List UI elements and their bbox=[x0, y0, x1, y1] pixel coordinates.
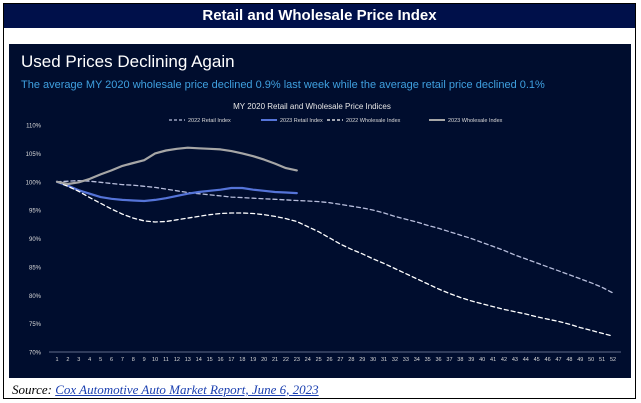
chart-series bbox=[55, 146, 614, 337]
line-chart: MY 2020 Retail and Wholesale Price Indic… bbox=[26, 102, 621, 363]
x-tick-label: 5 bbox=[99, 357, 102, 363]
x-tick-label: 7 bbox=[121, 357, 124, 363]
legend-label: 2023 Retail Index bbox=[280, 118, 323, 124]
x-tick-label: 14 bbox=[196, 357, 202, 363]
series-line-2023-wholesale-index bbox=[55, 146, 298, 186]
x-tick-label: 18 bbox=[239, 357, 245, 363]
source-line: Source: Cox Automotive Auto Market Repor… bbox=[12, 382, 319, 398]
x-tick-label: 30 bbox=[370, 357, 376, 363]
series-line-2022-wholesale-index bbox=[56, 181, 614, 337]
x-tick-label: 34 bbox=[414, 357, 420, 363]
y-tick-label: 70% bbox=[29, 351, 42, 357]
x-tick-label: 20 bbox=[261, 357, 267, 363]
x-tick-label: 48 bbox=[566, 357, 572, 363]
x-tick-label: 38 bbox=[457, 357, 463, 363]
y-tick-label: 110% bbox=[26, 124, 42, 130]
series-line-2023-retail-index bbox=[55, 180, 298, 203]
x-tick-label: 43 bbox=[512, 357, 518, 363]
x-tick-label: 40 bbox=[479, 357, 485, 363]
chart-legend: 2022 Retail Index 2023 Retail Index 2022 W… bbox=[169, 118, 503, 124]
y-tick-label: 90% bbox=[29, 237, 42, 243]
x-tick-label: 47 bbox=[555, 357, 561, 363]
x-tick-label: 10 bbox=[152, 357, 158, 363]
x-tick-label: 21 bbox=[272, 357, 278, 363]
x-tick-label: 13 bbox=[185, 357, 191, 363]
y-tick-label: 100% bbox=[26, 180, 42, 186]
x-tick-label: 1 bbox=[55, 357, 58, 363]
x-tick-label: 24 bbox=[305, 357, 311, 363]
x-tick-label: 25 bbox=[316, 357, 322, 363]
panel-subtitle: The average MY 2020 wholesale price decl… bbox=[21, 79, 545, 91]
source-link[interactable]: Cox Automotive Auto Market Report, June … bbox=[55, 382, 319, 397]
y-tick-label: 80% bbox=[29, 294, 42, 300]
panel-title: Used Prices Declining Again bbox=[21, 52, 235, 71]
x-tick-label: 50 bbox=[588, 357, 594, 363]
x-tick-label: 2 bbox=[66, 357, 69, 363]
x-tick-label: 33 bbox=[403, 357, 409, 363]
series-line-2022-retail-index bbox=[56, 179, 614, 294]
x-tick-label: 6 bbox=[110, 357, 113, 363]
x-tick-label: 31 bbox=[381, 357, 387, 363]
x-tick-label: 29 bbox=[359, 357, 365, 363]
x-tick-label: 8 bbox=[132, 357, 135, 363]
x-tick-label: 23 bbox=[294, 357, 300, 363]
x-tick-label: 39 bbox=[468, 357, 474, 363]
x-tick-label: 44 bbox=[523, 357, 529, 363]
x-tick-label: 27 bbox=[337, 357, 343, 363]
x-tick-label: 12 bbox=[174, 357, 180, 363]
chart-axes: 70%75%80%85%90%95%100%105%110%1 2 3 4 5 6 7 8 9 1… bbox=[26, 124, 621, 363]
y-tick-label: 75% bbox=[29, 322, 42, 328]
y-tick-label: 95% bbox=[29, 209, 42, 215]
x-tick-label: 46 bbox=[545, 357, 551, 363]
x-tick-label: 17 bbox=[228, 357, 234, 363]
x-tick-label: 4 bbox=[88, 357, 91, 363]
x-tick-label: 36 bbox=[436, 357, 442, 363]
x-tick-label: 16 bbox=[217, 357, 223, 363]
x-tick-label: 22 bbox=[283, 357, 289, 363]
y-tick-label: 105% bbox=[26, 152, 42, 158]
x-tick-label: 51 bbox=[599, 357, 605, 363]
x-tick-label: 45 bbox=[534, 357, 540, 363]
y-tick-label: 85% bbox=[29, 265, 42, 271]
x-tick-label: 37 bbox=[446, 357, 452, 363]
x-tick-label: 9 bbox=[143, 357, 146, 363]
x-tick-label: 52 bbox=[610, 357, 616, 363]
x-tick-label: 49 bbox=[577, 357, 583, 363]
source-label: Source: bbox=[12, 382, 52, 397]
x-tick-label: 11 bbox=[163, 357, 169, 363]
x-tick-label: 35 bbox=[425, 357, 431, 363]
legend-label: 2022 Wholesale Index bbox=[346, 118, 401, 124]
x-tick-label: 28 bbox=[348, 357, 354, 363]
legend-label: 2022 Retail Index bbox=[188, 118, 231, 124]
legend-label: 2023 Wholesale Index bbox=[448, 118, 503, 124]
chart-title: MY 2020 Retail and Wholesale Price Indic… bbox=[233, 102, 391, 111]
chart-panel: Used Prices Declining Again The average … bbox=[9, 44, 631, 378]
figure-frame: Retail and Wholesale Price Index Used Pr… bbox=[3, 3, 636, 399]
x-tick-label: 19 bbox=[250, 357, 256, 363]
figure-header: Retail and Wholesale Price Index bbox=[4, 4, 635, 28]
x-tick-label: 26 bbox=[326, 357, 332, 363]
x-tick-label: 15 bbox=[207, 357, 213, 363]
x-tick-label: 41 bbox=[490, 357, 496, 363]
x-tick-label: 3 bbox=[77, 357, 80, 363]
x-tick-label: 32 bbox=[392, 357, 398, 363]
x-tick-label: 42 bbox=[501, 357, 507, 363]
